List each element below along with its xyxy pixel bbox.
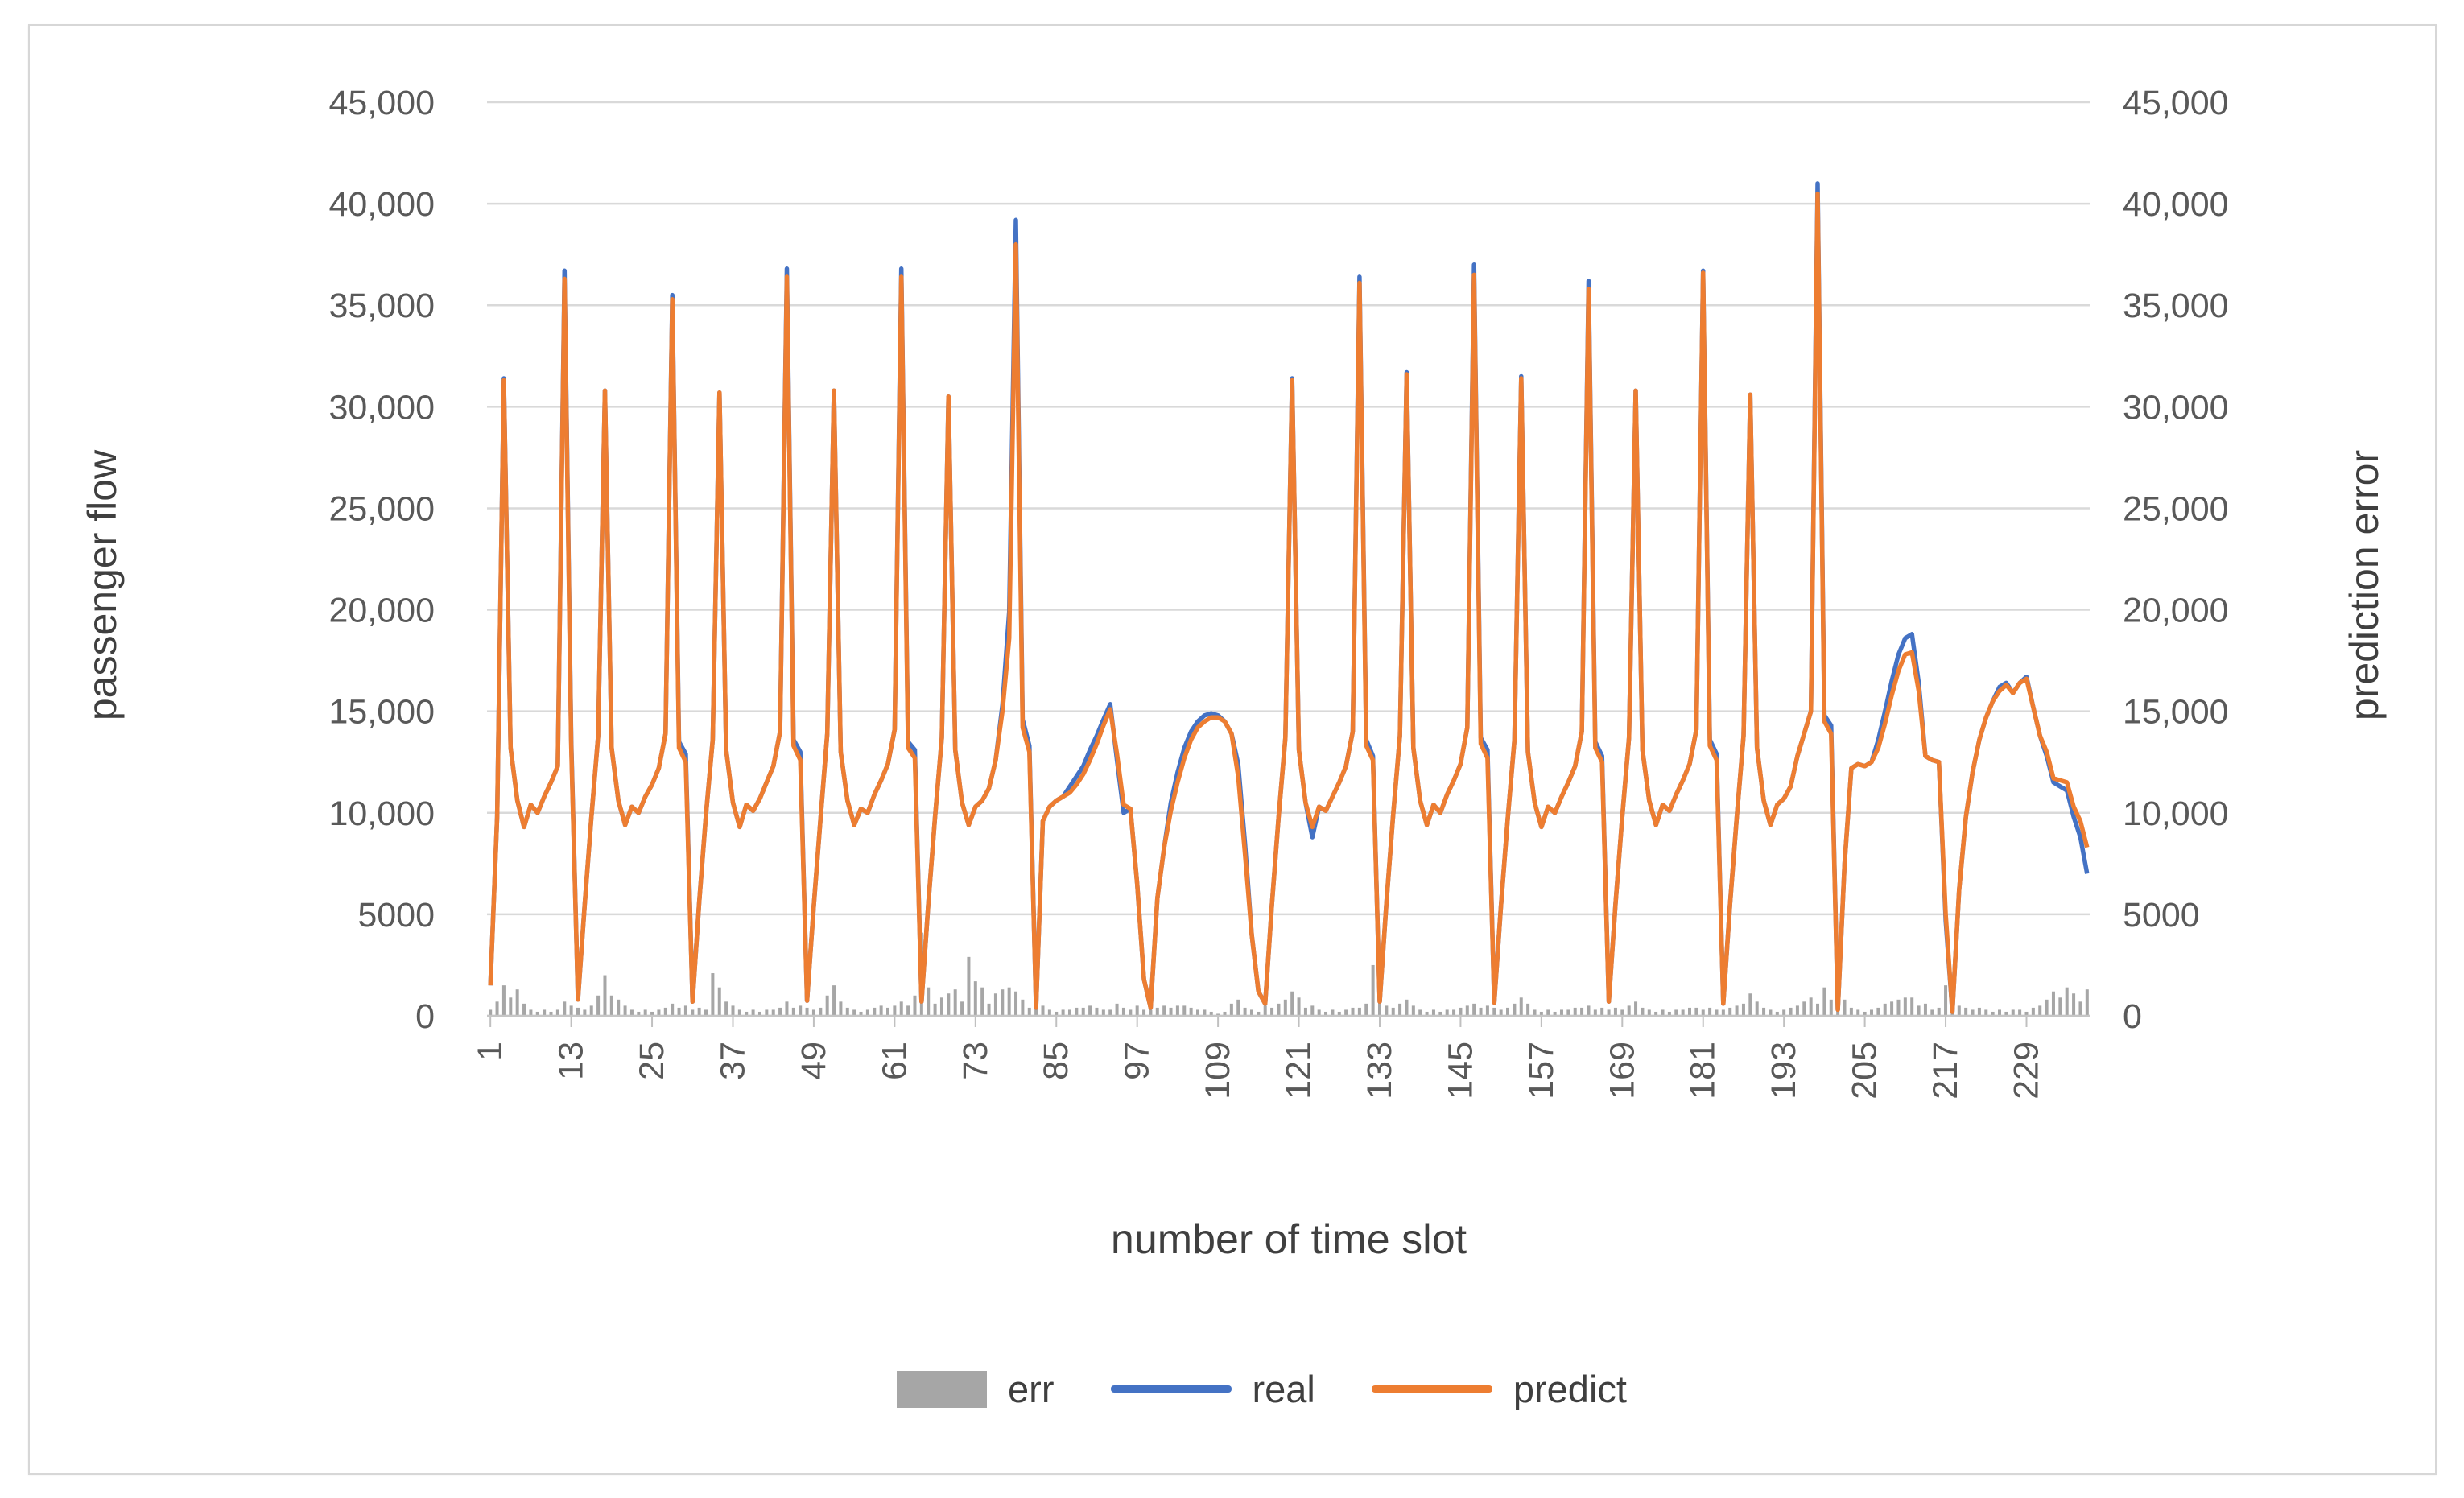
svg-text:30,000: 30,000 [2123, 388, 2229, 427]
svg-text:61: 61 [875, 1042, 914, 1080]
svg-text:20,000: 20,000 [2123, 592, 2229, 630]
predict-swatch-icon [1371, 1385, 1492, 1393]
svg-text:169: 169 [1603, 1042, 1641, 1100]
err-swatch-icon [897, 1370, 988, 1408]
legend-label-err: err [1008, 1368, 1055, 1410]
svg-text:45,000: 45,000 [328, 84, 435, 122]
y-axis-title-right: prediction error [2342, 449, 2387, 721]
y-axis-title-left: passenger flow [80, 449, 125, 721]
svg-text:49: 49 [795, 1042, 833, 1080]
svg-text:1: 1 [471, 1042, 510, 1061]
svg-text:45,000: 45,000 [2123, 84, 2229, 122]
svg-text:10,000: 10,000 [2123, 794, 2229, 833]
chart-frame: 0 5000 10,000 15,000 20,000 25,000 30,000 35,00… [28, 24, 2437, 1475]
real-swatch-icon [1110, 1385, 1232, 1393]
err-bars [489, 932, 2089, 1016]
svg-text:0: 0 [2123, 997, 2142, 1036]
svg-text:13: 13 [552, 1042, 591, 1080]
svg-text:40,000: 40,000 [328, 185, 435, 224]
svg-text:181: 181 [1684, 1042, 1723, 1100]
legend-item-err: err [897, 1367, 1055, 1411]
svg-text:15,000: 15,000 [328, 693, 435, 732]
svg-text:121: 121 [1280, 1042, 1319, 1100]
svg-text:109: 109 [1199, 1042, 1237, 1100]
svg-text:37: 37 [713, 1042, 752, 1080]
legend-label-real: real [1252, 1368, 1315, 1410]
svg-text:10,000: 10,000 [328, 794, 435, 833]
svg-text:193: 193 [1764, 1042, 1803, 1100]
svg-text:5000: 5000 [2123, 896, 2200, 935]
svg-text:133: 133 [1360, 1042, 1399, 1100]
x-tick-labels: 1 13 25 37 49 61 73 85 97 109 121 133 145 157 169 181 19… [471, 1016, 2045, 1100]
svg-text:15,000: 15,000 [2123, 693, 2229, 732]
legend-item-real: real [1110, 1367, 1315, 1411]
predict-line [488, 191, 2090, 1014]
y-tick-labels-right: 0 5000 10,000 15,000 20,000 25,000 30,000 35,00… [2123, 84, 2229, 1036]
legend-item-predict: predict [1371, 1367, 1627, 1411]
plot-area: 0 5000 10,000 15,000 20,000 25,000 30,000 35,00… [328, 84, 2229, 1100]
legend: err real predict [30, 1367, 2464, 1411]
svg-text:97: 97 [1118, 1042, 1157, 1080]
svg-text:25,000: 25,000 [328, 489, 435, 528]
svg-text:35,000: 35,000 [2123, 287, 2229, 325]
svg-text:40,000: 40,000 [2123, 185, 2229, 224]
svg-text:20,000: 20,000 [328, 592, 435, 630]
svg-text:205: 205 [1846, 1042, 1884, 1100]
svg-text:145: 145 [1441, 1042, 1480, 1100]
svg-text:0: 0 [415, 997, 435, 1036]
legend-label-predict: predict [1513, 1368, 1627, 1410]
svg-text:85: 85 [1037, 1042, 1075, 1080]
svg-text:229: 229 [2007, 1042, 2045, 1100]
y-tick-labels-left: 0 5000 10,000 15,000 20,000 25,000 30,000 35,00… [328, 84, 435, 1036]
svg-text:157: 157 [1522, 1042, 1561, 1100]
svg-text:73: 73 [956, 1042, 995, 1080]
svg-text:217: 217 [1926, 1042, 1965, 1100]
svg-text:25,000: 25,000 [2123, 489, 2229, 528]
x-axis-title: number of time slot [1110, 1216, 1467, 1263]
svg-text:25: 25 [633, 1042, 671, 1080]
svg-text:5000: 5000 [357, 896, 435, 935]
svg-text:35,000: 35,000 [328, 287, 435, 325]
svg-text:30,000: 30,000 [328, 388, 435, 427]
